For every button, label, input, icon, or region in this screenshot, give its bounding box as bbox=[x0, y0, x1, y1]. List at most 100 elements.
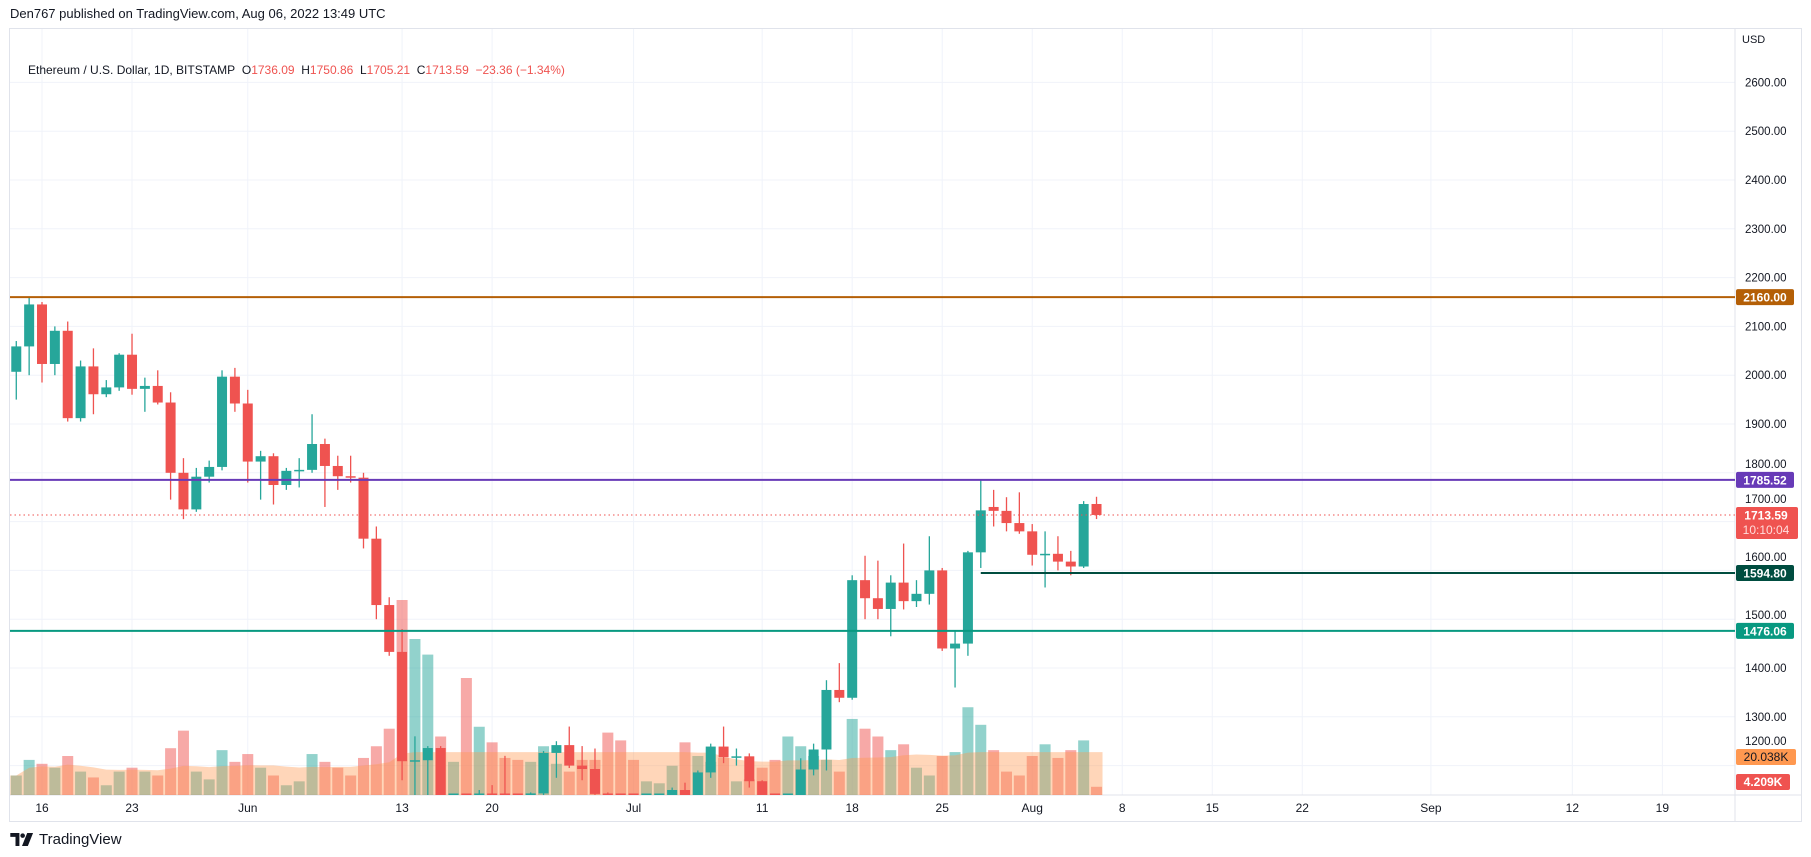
volume-bar bbox=[679, 742, 691, 795]
candle[interactable] bbox=[615, 793, 626, 796]
candle[interactable] bbox=[435, 746, 446, 795]
candle[interactable] bbox=[860, 555, 871, 620]
candle[interactable] bbox=[384, 597, 395, 656]
tradingview-logo[interactable]: TradingView bbox=[10, 831, 122, 848]
candle[interactable] bbox=[1014, 492, 1025, 534]
candle[interactable] bbox=[551, 741, 562, 778]
candle[interactable] bbox=[731, 748, 742, 766]
volume-bar bbox=[628, 759, 640, 795]
candle[interactable] bbox=[1078, 501, 1089, 568]
candle[interactable] bbox=[358, 472, 369, 549]
candle[interactable] bbox=[127, 333, 138, 395]
candle[interactable] bbox=[834, 663, 845, 703]
candle[interactable] bbox=[692, 770, 703, 795]
candle[interactable] bbox=[602, 792, 613, 795]
chart-pane[interactable]: 2600.00 2500.00 2400.00 2300.00 2200.00 2100.… bbox=[9, 28, 1802, 822]
candle[interactable] bbox=[499, 755, 510, 795]
candle[interactable] bbox=[294, 458, 305, 488]
volume-bar bbox=[460, 678, 472, 795]
candle[interactable] bbox=[178, 458, 189, 520]
volume-bar bbox=[833, 771, 845, 795]
candle[interactable] bbox=[744, 753, 755, 788]
currency-label[interactable]: USD bbox=[1742, 34, 1766, 46]
candle[interactable] bbox=[474, 790, 485, 795]
candle[interactable] bbox=[564, 726, 575, 769]
candle-body bbox=[705, 746, 716, 773]
candle[interactable] bbox=[821, 680, 832, 771]
candle-body bbox=[384, 605, 395, 652]
candle[interactable] bbox=[898, 543, 909, 610]
candle[interactable] bbox=[62, 321, 73, 422]
candle[interactable] bbox=[217, 370, 228, 471]
candle[interactable] bbox=[152, 370, 163, 405]
candle-body bbox=[217, 376, 228, 467]
candle[interactable] bbox=[847, 575, 858, 700]
candle[interactable] bbox=[242, 389, 253, 483]
candle[interactable] bbox=[1027, 524, 1038, 566]
candle[interactable] bbox=[872, 560, 883, 620]
candle[interactable] bbox=[371, 526, 382, 620]
candle[interactable] bbox=[924, 536, 935, 605]
candle[interactable] bbox=[319, 438, 330, 507]
candle[interactable] bbox=[229, 367, 240, 412]
candle[interactable] bbox=[808, 743, 819, 776]
candle[interactable] bbox=[165, 392, 176, 500]
candle[interactable] bbox=[782, 793, 793, 796]
candle[interactable] bbox=[680, 782, 690, 795]
candle[interactable] bbox=[988, 489, 999, 527]
candle[interactable] bbox=[255, 450, 266, 500]
candle[interactable] bbox=[512, 793, 523, 796]
candle[interactable] bbox=[487, 785, 498, 795]
candle[interactable] bbox=[49, 326, 60, 376]
candle[interactable] bbox=[191, 467, 202, 512]
candle-body bbox=[255, 456, 266, 462]
candle[interactable] bbox=[345, 455, 356, 483]
candle[interactable] bbox=[770, 793, 781, 796]
candle[interactable] bbox=[397, 628, 408, 781]
candle[interactable] bbox=[718, 726, 729, 764]
candle[interactable] bbox=[24, 297, 35, 376]
candle[interactable] bbox=[1065, 550, 1076, 576]
candle[interactable] bbox=[409, 736, 420, 795]
candle[interactable] bbox=[1052, 536, 1063, 571]
volume-bar bbox=[49, 767, 61, 795]
candle[interactable] bbox=[795, 758, 806, 795]
candle[interactable] bbox=[11, 341, 22, 400]
candle[interactable] bbox=[667, 787, 678, 795]
candle[interactable] bbox=[911, 580, 922, 607]
candle-body bbox=[358, 477, 369, 539]
candle[interactable] bbox=[1001, 497, 1012, 532]
candle[interactable] bbox=[538, 750, 549, 795]
candle[interactable] bbox=[1040, 531, 1051, 588]
candle[interactable] bbox=[975, 480, 986, 568]
candle[interactable] bbox=[448, 793, 459, 796]
candle[interactable] bbox=[75, 360, 86, 422]
candle[interactable] bbox=[757, 780, 768, 795]
candle[interactable] bbox=[628, 793, 639, 796]
volume-bar bbox=[306, 754, 318, 795]
candle[interactable] bbox=[1091, 496, 1102, 520]
candle[interactable] bbox=[589, 748, 600, 795]
candle[interactable] bbox=[101, 380, 112, 398]
candle[interactable] bbox=[37, 302, 47, 383]
time-tick-label: 22 bbox=[1296, 801, 1310, 815]
candle[interactable] bbox=[885, 575, 896, 637]
candle[interactable] bbox=[937, 567, 948, 651]
candle[interactable] bbox=[577, 746, 588, 781]
candlestick-chart[interactable]: 2600.00 2500.00 2400.00 2300.00 2200.00 2100.… bbox=[10, 29, 1801, 821]
candle-body bbox=[281, 470, 292, 485]
candle[interactable] bbox=[461, 793, 472, 796]
candle[interactable] bbox=[962, 550, 973, 656]
candle-body bbox=[435, 748, 446, 795]
candle[interactable] bbox=[114, 353, 125, 391]
candle[interactable] bbox=[950, 631, 961, 688]
candle[interactable] bbox=[422, 746, 433, 795]
candle[interactable] bbox=[654, 793, 665, 796]
candle[interactable] bbox=[332, 455, 343, 490]
candle[interactable] bbox=[525, 792, 536, 795]
candle[interactable] bbox=[139, 377, 150, 412]
candle[interactable] bbox=[88, 348, 99, 415]
candle[interactable] bbox=[705, 743, 716, 778]
candle[interactable] bbox=[307, 414, 318, 473]
candle[interactable] bbox=[641, 793, 652, 796]
